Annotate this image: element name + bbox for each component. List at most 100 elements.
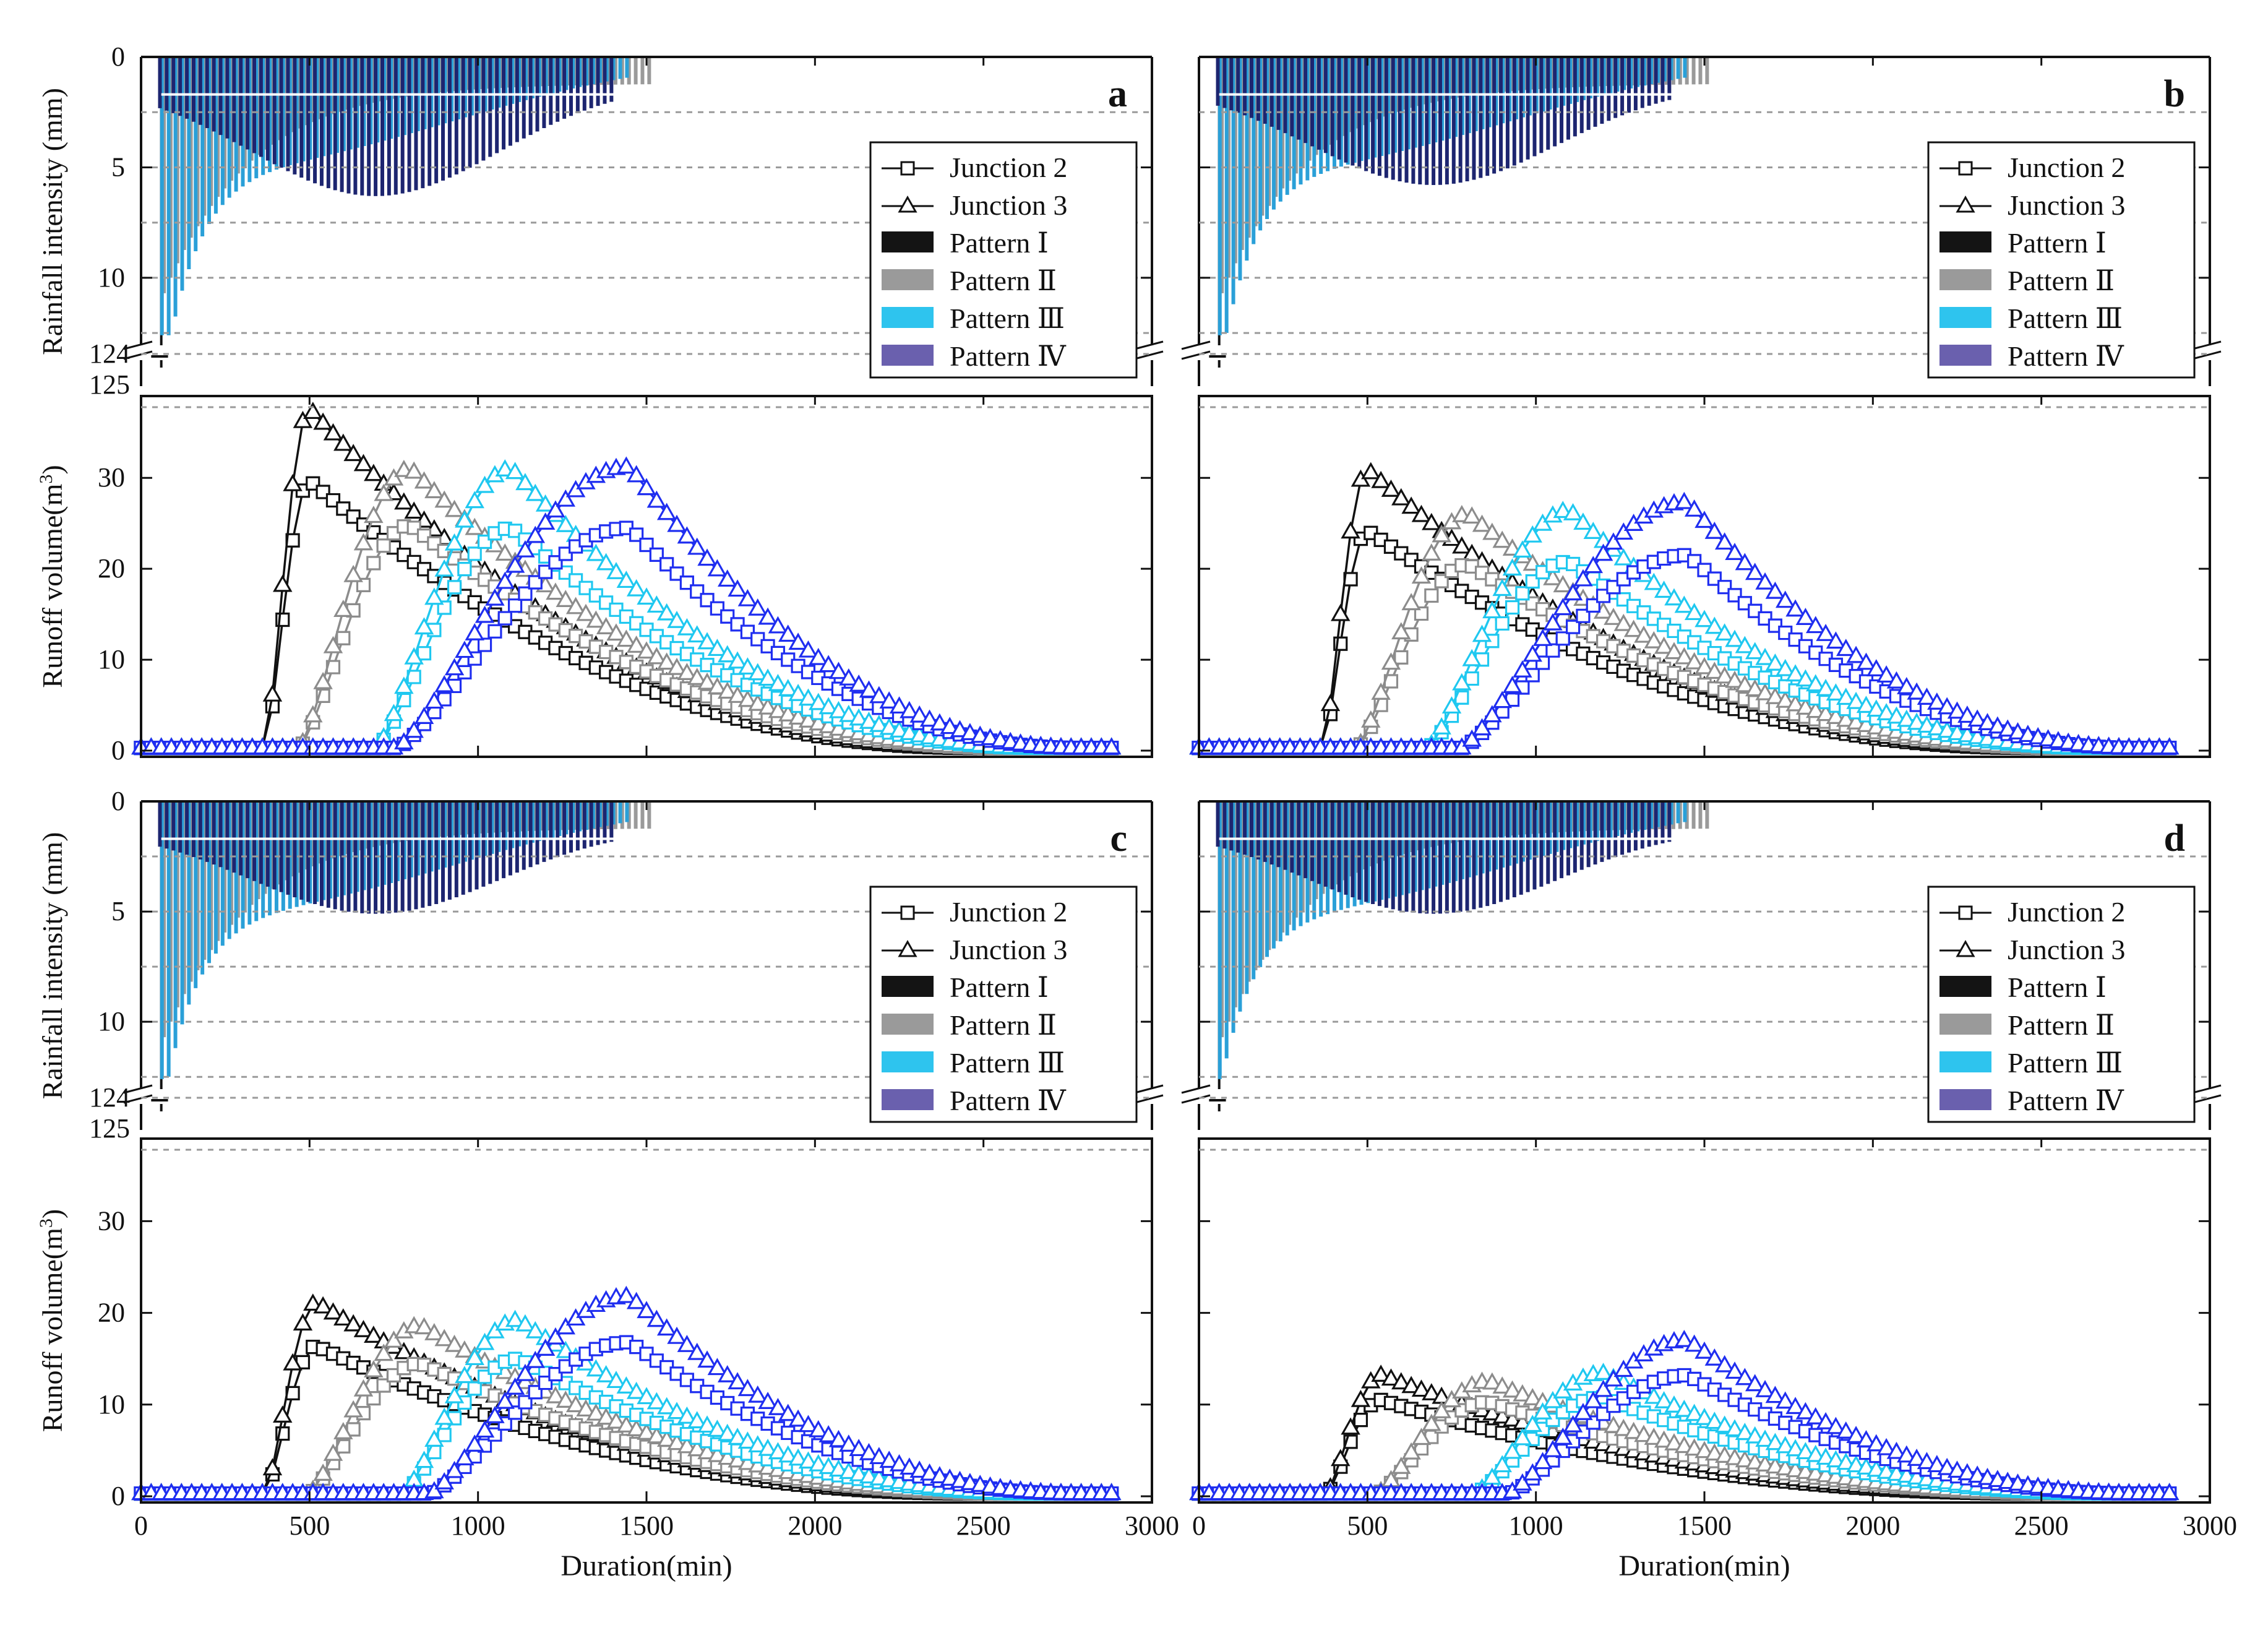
- runoff-marker-pattern3-j3: [839, 1462, 859, 1480]
- runoff-marker-pattern3-j3: [626, 1381, 646, 1399]
- runoff-marker-pattern2-j3: [1441, 1390, 1462, 1408]
- runoff-tick-label: 10: [98, 644, 125, 675]
- legend-label: Pattern Ⅱ: [2008, 265, 2115, 296]
- runoff-tick-label: 0: [111, 1481, 125, 1511]
- runoff-marker-pattern2-j3: [616, 1415, 637, 1433]
- runoff-marker-pattern4-j3: [1826, 1416, 1846, 1434]
- runoff-marker-pattern4-j3: [455, 1448, 475, 1465]
- runoff-marker-pattern3-j3: [596, 1364, 616, 1382]
- runoff-marker-pattern3-j3: [728, 1428, 747, 1445]
- runoff-tick-label: 10: [98, 1389, 125, 1420]
- rain-tick-label: 10: [98, 262, 125, 293]
- legend-swatch-4: [1939, 1089, 1991, 1110]
- runoff-marker-pattern4-j3: [1846, 645, 1866, 663]
- runoff-marker-pattern4-j3: [667, 1326, 687, 1344]
- runoff-marker-pattern3-j3: [1785, 1439, 1805, 1457]
- runoff-marker-pattern3-j3: [1695, 610, 1714, 627]
- runoff-marker-pattern3-j3: [1704, 616, 1725, 634]
- runoff-marker-pattern2-j3: [353, 533, 374, 551]
- legend-marker: [898, 195, 917, 213]
- runoff-marker-pattern1-j3: [1331, 603, 1351, 621]
- runoff-marker-pattern2-j2: [376, 538, 391, 553]
- runoff-marker-pattern3-j3: [1765, 1433, 1785, 1450]
- runoff-marker-pattern2-j3: [495, 543, 515, 561]
- runoff-marker-pattern3-j3: [1452, 673, 1472, 691]
- x-tick-label: 1500: [619, 1511, 674, 1541]
- legend-marker: [1958, 905, 1973, 920]
- x-tick-label: 2500: [956, 1511, 1011, 1541]
- runoff-marker-pattern4-j3: [697, 548, 717, 566]
- runoff-marker-pattern1-j3: [1341, 1417, 1360, 1435]
- runoff-marker-pattern3-j3: [1502, 558, 1523, 576]
- runoff-marker-pattern2-j3: [667, 1433, 687, 1450]
- runoff-marker-pattern2-j3: [323, 1443, 343, 1461]
- runoff-marker-pattern4-j3: [919, 1463, 940, 1481]
- runoff-marker-pattern3-j3: [798, 1451, 818, 1469]
- runoff-marker-pattern3-j3: [1775, 658, 1795, 676]
- runoff-marker-pattern2-j3: [1411, 1428, 1432, 1446]
- runoff-marker-pattern4-j3: [1513, 660, 1532, 678]
- legend-label: Junction 3: [950, 189, 1067, 221]
- runoff-marker-pattern4-j3: [1735, 553, 1755, 571]
- runoff-marker-pattern2-j3: [1735, 1450, 1755, 1468]
- runoff-marker-pattern4-j3: [525, 1350, 546, 1368]
- runoff-marker-pattern3-j3: [434, 559, 454, 577]
- panel-label: d: [2164, 817, 2185, 860]
- runoff-marker-pattern4-j3: [1714, 532, 1735, 550]
- runoff-marker-pattern4-j3: [656, 502, 677, 520]
- runoff-marker-pattern3-j3: [586, 543, 606, 561]
- legend-label: Junction 2: [950, 152, 1067, 183]
- runoff-marker-pattern4-j3: [637, 478, 656, 496]
- runoff-marker-pattern3-j3: [728, 651, 747, 669]
- x-tick-label: 0: [134, 1511, 148, 1541]
- runoff-marker-pattern4-j3: [1482, 705, 1502, 723]
- runoff-marker-pattern2-j3: [1735, 675, 1755, 692]
- runoff-marker-pattern3-j3: [1735, 636, 1755, 653]
- legend-swatch-2: [1939, 269, 1991, 290]
- runoff-marker-pattern4-j3: [616, 456, 637, 474]
- runoff-marker-pattern2-j3: [1492, 530, 1512, 548]
- runoff-marker-pattern2-j3: [1795, 697, 1816, 715]
- legend-label: Pattern Ⅱ: [950, 265, 1057, 296]
- runoff-marker-pattern3-j3: [1856, 696, 1876, 713]
- runoff-marker-pattern3-j3: [515, 473, 535, 491]
- runoff-marker-pattern4-j3: [2008, 722, 2028, 739]
- runoff-marker-pattern4-j3: [1876, 1438, 1896, 1455]
- runoff-marker-pattern3-j3: [778, 1445, 798, 1463]
- axis-break-mark: [1134, 350, 1164, 360]
- runoff-marker-pattern4-j3: [1755, 572, 1775, 590]
- runoff-marker-pattern2-j3: [1613, 613, 1634, 631]
- runoff-marker-pattern1-j3: [313, 1296, 333, 1314]
- runoff-marker-pattern1-j3: [343, 444, 363, 462]
- runoff-marker-pattern2-j3: [1502, 538, 1523, 556]
- runoff-marker-pattern2-j3: [1513, 1384, 1532, 1402]
- runoff-marker-pattern4-j3: [1947, 1460, 1967, 1478]
- runoff-marker-pattern4-j3: [1937, 697, 1957, 715]
- runoff-marker-pattern2-j3: [1623, 1421, 1644, 1439]
- runoff-marker-pattern3-j2: [1515, 586, 1530, 601]
- runoff-marker-pattern4-j3: [970, 725, 990, 743]
- runoff-marker-pattern2-j3: [404, 461, 424, 479]
- runoff-marker-pattern1-j3: [333, 433, 353, 451]
- runoff-marker-pattern4-j3: [1674, 491, 1695, 509]
- runoff-marker-pattern3-j3: [1755, 647, 1775, 665]
- runoff-marker-pattern3-j3: [1664, 1395, 1684, 1413]
- runoff-marker-pattern2-j3: [1745, 1452, 1765, 1470]
- runoff-marker-pattern2-j3: [565, 597, 586, 614]
- runoff-marker-pattern4-j3: [1927, 1455, 1947, 1473]
- runoff-marker-pattern2-j3: [596, 1407, 616, 1425]
- runoff-axis-title: Runoff volume(m3): [36, 465, 69, 688]
- runoff-marker-pattern2-j3: [737, 689, 758, 707]
- runoff-marker-pattern3-j3: [1805, 1444, 1826, 1462]
- runoff-marker-pattern4-j3: [1101, 737, 1122, 755]
- runoff-marker-pattern2-j3: [333, 1421, 353, 1439]
- runoff-marker-pattern3-j3: [1513, 1428, 1532, 1446]
- runoff-marker-pattern2-j3: [1462, 506, 1482, 524]
- runoff-marker-pattern2-j3: [1704, 1443, 1725, 1461]
- runoff-marker-pattern3-j3: [1947, 723, 1967, 741]
- runoff-marker-pattern1-j3: [1391, 488, 1411, 506]
- runoff-marker-pattern4-j3: [656, 1318, 677, 1336]
- runoff-marker-pattern3-j3: [1664, 588, 1684, 606]
- runoff-marker-pattern2-j3: [424, 481, 444, 499]
- runoff-marker-pattern3-j2: [467, 546, 482, 561]
